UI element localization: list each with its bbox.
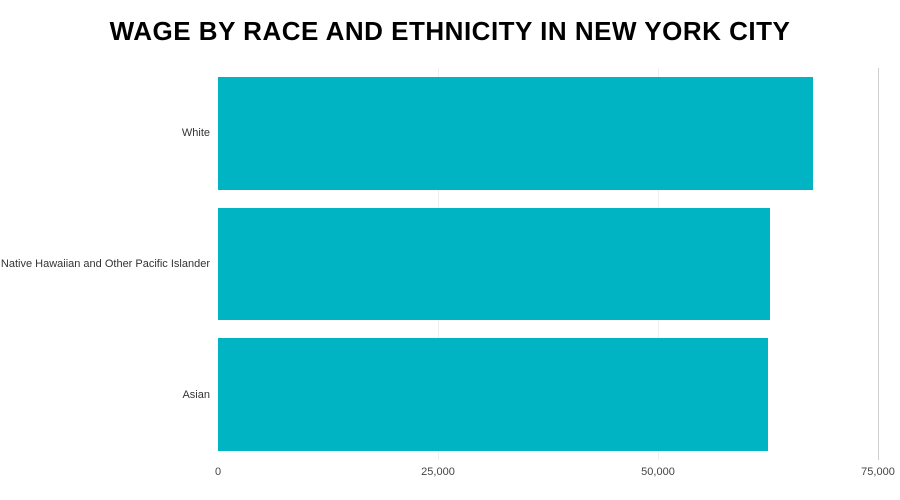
- x-axis-label: 0: [215, 466, 221, 478]
- x-axis-label: 75,000: [861, 466, 895, 478]
- bar: [218, 208, 770, 320]
- bar: [218, 77, 813, 189]
- chart-title: WAGE BY RACE AND ETHNICITY IN NEW YORK C…: [0, 0, 900, 47]
- y-axis-label: White: [0, 127, 210, 139]
- x-axis-label: 25,000: [421, 466, 455, 478]
- x-axis-label: 50,000: [641, 466, 675, 478]
- chart-area: [218, 68, 878, 460]
- plot-right-edge: [878, 68, 879, 460]
- y-axis-label: Native Hawaiian and Other Pacific Island…: [0, 258, 210, 270]
- plot-area: [218, 68, 878, 460]
- bar: [218, 338, 768, 450]
- y-axis-label: Asian: [0, 389, 210, 401]
